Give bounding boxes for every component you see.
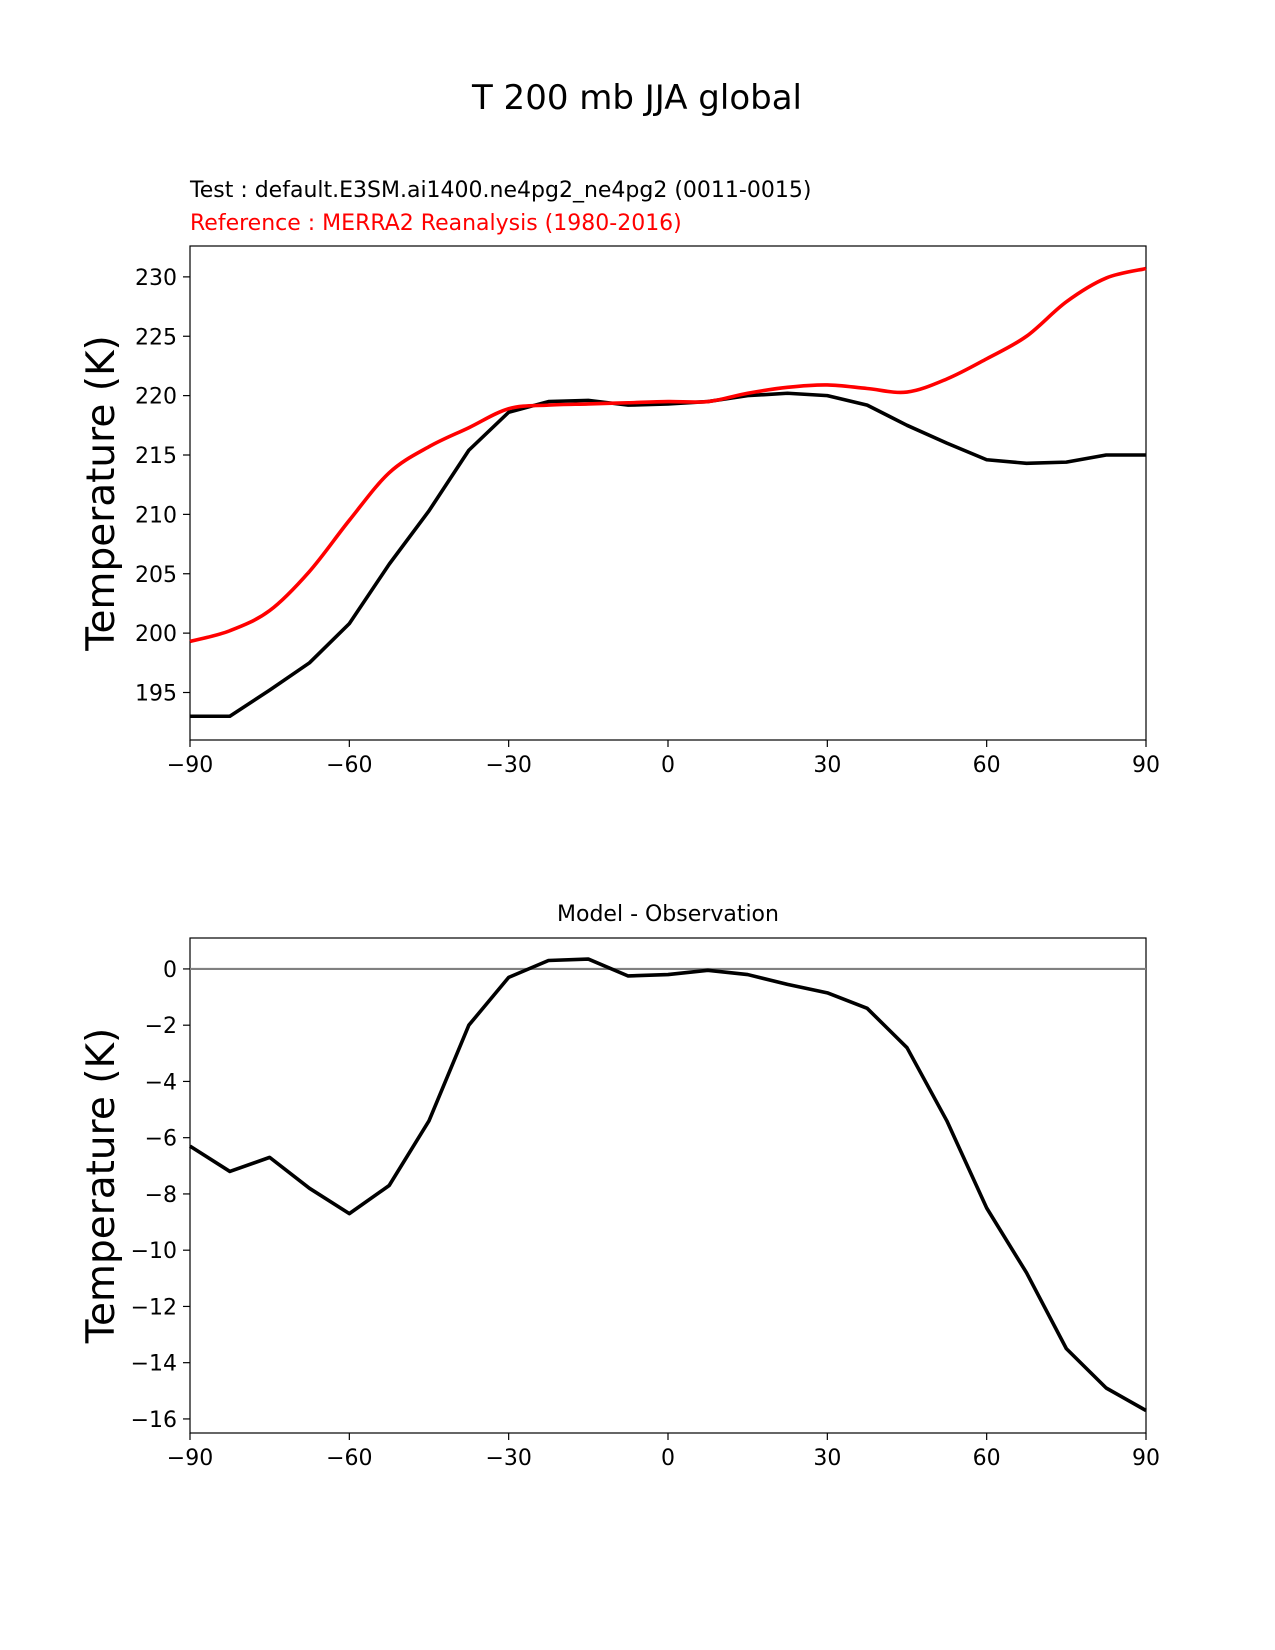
reference-label: Reference : MERRA2 Reanalysis (1980-2016…: [190, 211, 682, 236]
top-x-tick-label: −90: [167, 753, 213, 778]
top-y-tick-label: 225: [135, 325, 177, 350]
bottom-y-tick-label: −16: [131, 1408, 177, 1433]
bottom-x-tick-label: 90: [1132, 1446, 1160, 1471]
top-series-reference-line: [189, 266, 1147, 644]
bottom-axes-frame: [189, 937, 1147, 1434]
bottom-y-tick-label: −4: [145, 1070, 177, 1095]
top-x-tick-label: −60: [326, 753, 372, 778]
bottom-series-model-observation-line: [189, 957, 1147, 1413]
top-x-tick-label: 30: [813, 753, 841, 778]
bottom-y-tick-label: −14: [131, 1352, 177, 1377]
top-y-tick-label: 200: [135, 622, 177, 647]
top-x-tick-label: −30: [485, 753, 531, 778]
top-y-tick-label: 205: [135, 563, 177, 588]
bottom-y-tick-label: −10: [131, 1239, 177, 1264]
bottom-panel-plot: −90 −60 −30 0 30 60 90 0 −2 −4 −6 −8 −10 −12 −14 −16 Tem…: [79, 937, 1160, 1471]
figure-title: T 200 mb JJA global: [471, 78, 802, 118]
top-y-tick-label: 215: [135, 444, 177, 469]
top-x-tick-label: 90: [1132, 753, 1160, 778]
top-y-axis-label: Temperature (K): [79, 335, 124, 651]
bottom-y-tick-label: −6: [145, 1127, 177, 1152]
bottom-panel-title: Model - Observation: [557, 902, 779, 927]
bottom-x-tick-label: −60: [326, 1446, 372, 1471]
top-x-tick-label: 60: [973, 753, 1001, 778]
top-y-tick-label: 220: [135, 385, 177, 410]
top-y-tick-label: 195: [135, 682, 177, 707]
test-label: Test : default.E3SM.ai1400.ne4pg2_ne4pg2…: [189, 178, 811, 203]
top-series-test-line: [190, 391, 1146, 719]
top-axes-frame: [189, 245, 1147, 741]
top-x-tick-label: 0: [661, 753, 675, 778]
bottom-y-axis-label: Temperature (K): [79, 1028, 124, 1344]
bottom-y-tick-label: 0: [163, 958, 177, 983]
top-y-tick-label: 230: [135, 266, 177, 291]
bottom-x-tick-label: −90: [167, 1446, 213, 1471]
bottom-x-tick-label: 60: [973, 1446, 1001, 1471]
bottom-y-tick-label: −12: [131, 1295, 177, 1320]
top-y-tick-label: 210: [135, 503, 177, 528]
bottom-y-tick-label: −2: [145, 1014, 177, 1039]
bottom-y-tick-label: −8: [145, 1183, 177, 1208]
bottom-x-tick-label: 30: [813, 1446, 841, 1471]
top-panel-plot: −90 −60 −30 0 30 60 90 195 200 205 210 215 220 225 230…: [79, 245, 1160, 778]
bottom-x-tick-label: −30: [485, 1446, 531, 1471]
bottom-x-tick-label: 0: [661, 1446, 675, 1471]
